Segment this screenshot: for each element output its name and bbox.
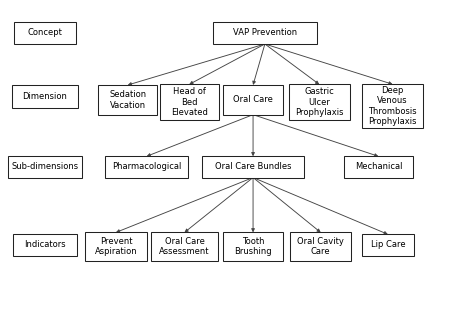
FancyBboxPatch shape: [9, 156, 81, 178]
FancyBboxPatch shape: [289, 84, 350, 120]
FancyBboxPatch shape: [362, 234, 414, 256]
Text: Sub-dimensions: Sub-dimensions: [11, 163, 79, 171]
FancyBboxPatch shape: [14, 22, 76, 44]
Text: Tooth
Brushing: Tooth Brushing: [234, 237, 272, 256]
FancyBboxPatch shape: [98, 85, 157, 115]
Text: VAP Prevention: VAP Prevention: [233, 28, 297, 37]
FancyBboxPatch shape: [290, 232, 351, 261]
Text: Pharmacological: Pharmacological: [112, 163, 181, 171]
Text: Concept: Concept: [27, 28, 62, 37]
FancyBboxPatch shape: [223, 85, 283, 115]
Text: Oral Care: Oral Care: [233, 95, 273, 104]
Text: Mechanical: Mechanical: [355, 163, 402, 171]
FancyBboxPatch shape: [13, 234, 77, 256]
Text: Dimension: Dimension: [23, 92, 67, 101]
Text: Gastric
Ulcer
Prophylaxis: Gastric Ulcer Prophylaxis: [295, 87, 343, 117]
FancyBboxPatch shape: [85, 232, 147, 261]
FancyBboxPatch shape: [105, 156, 188, 178]
FancyBboxPatch shape: [12, 85, 78, 108]
Text: Prevent
Aspiration: Prevent Aspiration: [95, 237, 137, 256]
FancyBboxPatch shape: [151, 232, 218, 261]
FancyBboxPatch shape: [202, 156, 304, 178]
FancyBboxPatch shape: [362, 84, 423, 128]
FancyBboxPatch shape: [344, 156, 412, 178]
FancyBboxPatch shape: [223, 232, 283, 261]
Text: Oral Care
Assessment: Oral Care Assessment: [159, 237, 210, 256]
Text: Lip Care: Lip Care: [370, 241, 405, 249]
FancyBboxPatch shape: [213, 22, 317, 44]
Text: Oral Cavity
Care: Oral Cavity Care: [297, 237, 344, 256]
Text: Oral Care Bundles: Oral Care Bundles: [215, 163, 291, 171]
Text: Sedation
Vacation: Sedation Vacation: [109, 90, 146, 110]
FancyBboxPatch shape: [159, 84, 219, 120]
Text: Deep
Venous
Thrombosis
Prophylaxis: Deep Venous Thrombosis Prophylaxis: [368, 86, 417, 126]
Text: Indicators: Indicators: [24, 241, 66, 249]
Text: Head of
Bed
Elevated: Head of Bed Elevated: [171, 87, 208, 117]
